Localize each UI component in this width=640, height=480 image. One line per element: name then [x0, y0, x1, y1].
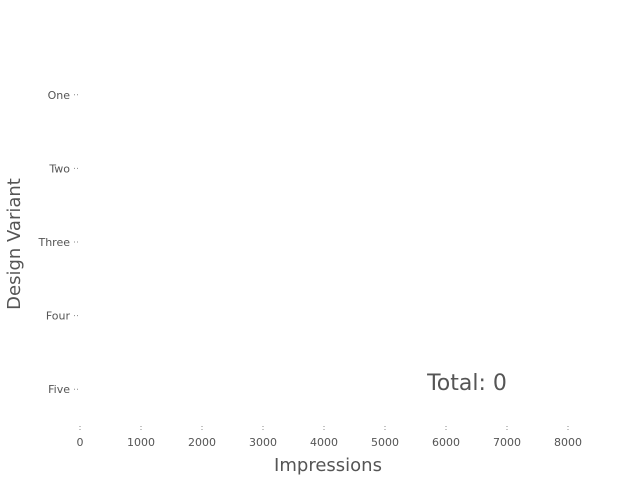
- y-axis-ticks: One Two Three Four Five: [37, 89, 80, 396]
- total-annotation: Total: 0: [426, 371, 507, 396]
- x-tick-label: 2000: [188, 436, 216, 449]
- x-tick-label: 0: [77, 436, 84, 449]
- y-axis-title: Design Variant: [4, 178, 25, 310]
- x-tick-label: 3000: [249, 436, 277, 449]
- y-tick-label: Three: [37, 236, 70, 249]
- x-tick-label: 5000: [371, 436, 399, 449]
- x-tick-label: 7000: [493, 436, 521, 449]
- x-tick-label: 4000: [310, 436, 338, 449]
- y-tick-label: Two: [48, 162, 70, 175]
- x-tick-label: 1000: [127, 436, 155, 449]
- y-tick-label: Four: [46, 310, 71, 323]
- x-tick-label: 8000: [554, 436, 582, 449]
- x-tick-label: 6000: [432, 436, 460, 449]
- y-tick-label: One: [48, 89, 71, 102]
- x-axis-title: Impressions: [274, 455, 382, 476]
- y-tick-label: Five: [48, 383, 70, 396]
- x-axis-ticks: 0 1000 2000 3000 4000 5000 6000 7000 8000: [77, 426, 582, 449]
